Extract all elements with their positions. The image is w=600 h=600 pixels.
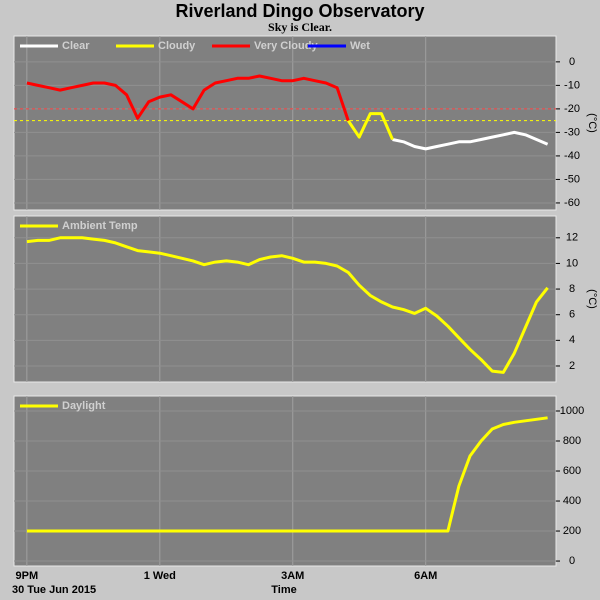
y-tick-label: 12 [566,232,578,244]
legend-label: Daylight [62,400,106,412]
y-tick-label: 1000 [560,405,584,417]
y-axis-unit: (°C) [586,289,598,309]
y-tick-label: -50 [564,173,580,185]
x-tick-label: 1 Wed [144,570,176,582]
y-tick-label: 800 [563,435,581,447]
legend-label: Ambient Temp [62,220,138,232]
x-axis-label: Time [271,584,296,596]
y-tick-label: 0 [569,555,575,567]
legend-label: Wet [350,40,370,52]
series-line [26,416,548,533]
y-tick-label: 8 [569,283,575,295]
y-tick-label: 600 [563,465,581,477]
y-tick-label: 6 [569,309,575,321]
legend-label: Cloudy [158,40,196,52]
date-label: 30 Tue Jun 2015 [12,584,96,596]
x-tick-label: 6AM [414,570,437,582]
chart-subtitle: Sky is Clear. [268,20,332,34]
legend-label: Very Cloudy [254,40,318,52]
series-line [346,112,394,141]
y-tick-label: -60 [564,197,580,209]
y-tick-label: -20 [564,103,580,115]
y-tick-label: -30 [564,126,580,138]
chart-title: Riverland Dingo Observatory [175,1,424,21]
y-tick-label: 400 [563,495,581,507]
series-line [392,130,549,151]
y-tick-label: -40 [564,150,580,162]
legend-label: Clear [62,40,90,52]
y-tick-label: -10 [564,79,580,91]
series-line [26,236,549,374]
x-tick-label: 3AM [281,570,304,582]
series-line [26,74,350,122]
y-tick-label: 0 [569,56,575,68]
y-tick-label: 10 [566,257,578,269]
panel [13,395,557,567]
panel [13,35,557,211]
panel [13,215,557,383]
y-axis-unit: (°C) [586,113,598,133]
y-tick-label: 200 [563,525,581,537]
y-tick-label: 2 [569,360,575,372]
y-tick-label: 4 [569,334,575,346]
x-tick-label: 9PM [16,570,39,582]
